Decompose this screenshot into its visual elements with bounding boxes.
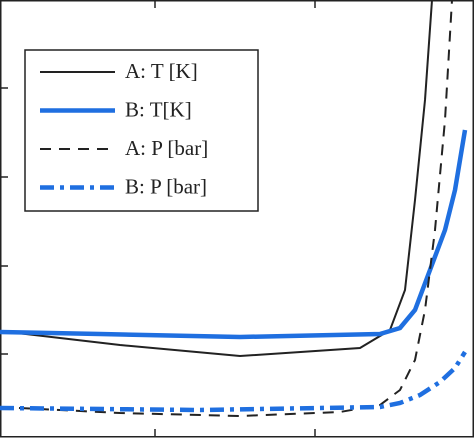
- series-line: [0, 350, 467, 413]
- series-line: [0, 0, 453, 418]
- legend-box: [24, 49, 259, 212]
- legend-label: B: P [bar]: [125, 174, 207, 198]
- legend: A: T [K] B: T[K] A: P [bar] B: P [bar]: [24, 49, 259, 212]
- legend-label: B: T[K]: [125, 97, 192, 121]
- plot-area: [0, 0, 468, 418]
- series-line: [0, 129, 468, 340]
- legend-label: A: P [bar]: [125, 136, 208, 160]
- legend-label: A: T [K]: [125, 59, 198, 83]
